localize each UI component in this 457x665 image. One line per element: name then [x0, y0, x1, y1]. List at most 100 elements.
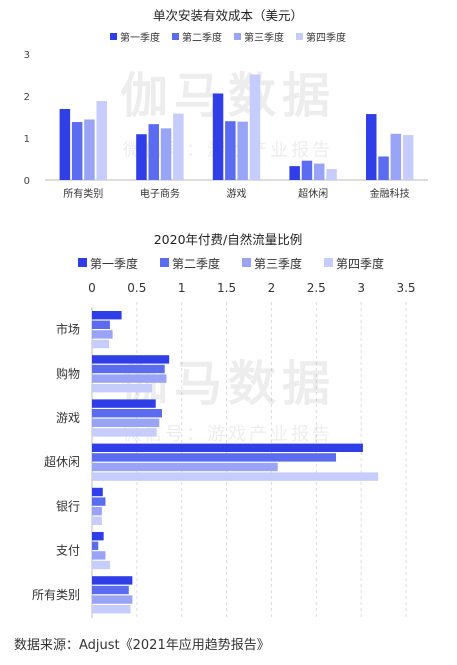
- bar: [92, 355, 170, 364]
- bar: [160, 128, 172, 180]
- bar: [378, 156, 389, 180]
- y-category-label: 支付: [56, 544, 80, 558]
- y-tick-label: 3: [24, 50, 30, 61]
- bar: [71, 122, 83, 180]
- y-category-label: 超休闲: [44, 454, 80, 469]
- x-tick-label: 3: [357, 281, 365, 295]
- bar: [249, 74, 261, 180]
- bar: [366, 114, 377, 180]
- bar: [92, 541, 99, 550]
- bar: [92, 462, 278, 472]
- y-tick-label: 2: [24, 92, 30, 103]
- bar: [92, 339, 110, 349]
- x-category-label: 超休闲: [298, 187, 328, 200]
- bar: [59, 109, 71, 180]
- ratio-chart-legend: 第一季度 第二季度 第三季度 第四季度: [78, 256, 384, 271]
- x-category-label: 游戏: [227, 187, 247, 200]
- legend-swatch-4: [324, 258, 333, 267]
- legend-label-3: 第三季度: [244, 31, 284, 44]
- legend-swatch-4: [296, 33, 303, 40]
- bar: [84, 119, 95, 180]
- bar: [92, 605, 131, 614]
- cpi-chart-y-axis: 0 1 2 3: [24, 50, 30, 187]
- bar: [92, 516, 102, 525]
- bar: [92, 384, 153, 393]
- x-tick-label: 0.5: [127, 281, 146, 295]
- bar: [92, 497, 106, 506]
- data-source-note: 数据来源：Adjust《2021年应用趋势报告》: [14, 638, 270, 653]
- bar: [92, 487, 103, 497]
- bar: [225, 121, 236, 180]
- bar: [92, 409, 162, 418]
- y-category-label: 所有类别: [32, 588, 80, 602]
- bar: [92, 595, 133, 604]
- y-tick-label: 0: [24, 176, 30, 187]
- bar: [402, 135, 414, 180]
- y-category-label: 市场: [56, 322, 80, 337]
- bar: [237, 121, 248, 180]
- bar: [96, 101, 107, 180]
- bar: [136, 134, 147, 180]
- bar: [92, 330, 113, 339]
- bar: [314, 163, 325, 180]
- y-category-label: 游戏: [56, 411, 80, 425]
- y-category-label: 购物: [56, 366, 80, 381]
- x-tick-label: 3.5: [396, 281, 415, 295]
- legend-swatch-2: [172, 33, 179, 40]
- ratio-chart-x-axis: 0 0.5 1 1.5 2 2.5 3 3.5: [88, 281, 415, 295]
- cpi-chart-bars: [59, 74, 414, 180]
- bar: [148, 124, 159, 180]
- bar: [92, 576, 133, 585]
- legend-label-2: 第二季度: [182, 31, 222, 44]
- x-tick-label: 2: [268, 281, 276, 295]
- legend-label-1: 第一季度: [90, 256, 138, 271]
- y-tick-label: 1: [24, 134, 30, 145]
- legend-label-3: 第三季度: [254, 256, 302, 271]
- watermark-brand: 伽马数据: [120, 68, 336, 124]
- bar: [92, 399, 156, 408]
- bar: [92, 507, 102, 516]
- legend-swatch-1: [78, 258, 87, 267]
- watermark-sub: 微信号：游戏产业报告: [123, 424, 333, 445]
- y-category-label: 银行: [56, 499, 80, 513]
- bar: [92, 374, 167, 383]
- bar: [92, 532, 104, 541]
- bar: [92, 472, 379, 481]
- legend-label-2: 第二季度: [172, 256, 220, 271]
- bar: [92, 364, 165, 374]
- x-category-label: 所有类别: [63, 187, 103, 200]
- x-tick-label: 0: [88, 281, 96, 295]
- bar: [173, 113, 184, 180]
- ratio-chart-title: 2020年付费/自然流量比例: [154, 232, 303, 247]
- bar: [92, 428, 157, 437]
- bar: [326, 169, 337, 180]
- x-tick-label: 2.5: [307, 281, 326, 295]
- legend-label-4: 第四季度: [336, 256, 384, 271]
- cpi-chart-title: 单次安装有效成本（美元）: [153, 8, 303, 23]
- legend-swatch-3: [242, 258, 251, 267]
- bar: [92, 453, 337, 462]
- bar: [92, 443, 363, 452]
- legend-label-1: 第一季度: [120, 31, 160, 44]
- x-tick-label: 1.5: [217, 281, 236, 295]
- paid-organic-ratio-chart: 2020年付费/自然流量比例 第一季度 第二季度 第三季度 第四季度 0 0.5 1 1.5…: [32, 232, 416, 618]
- legend-swatch-2: [160, 258, 169, 267]
- x-category-label: 电子商务: [140, 187, 180, 200]
- bar: [92, 585, 129, 595]
- x-tick-label: 1: [178, 281, 186, 295]
- bar: [92, 560, 110, 570]
- bar: [390, 133, 402, 180]
- legend-swatch-1: [110, 33, 117, 40]
- bar: [212, 93, 224, 180]
- bar: [92, 551, 106, 560]
- cpi-chart-legend: 第一季度 第二季度 第三季度 第四季度: [110, 31, 346, 44]
- ratio-chart-bars: [92, 311, 379, 614]
- bar: [289, 166, 300, 180]
- bar: [92, 320, 110, 329]
- bar: [301, 160, 313, 180]
- legend-swatch-3: [234, 33, 241, 40]
- legend-label-4: 第四季度: [306, 31, 346, 44]
- bar: [92, 311, 122, 320]
